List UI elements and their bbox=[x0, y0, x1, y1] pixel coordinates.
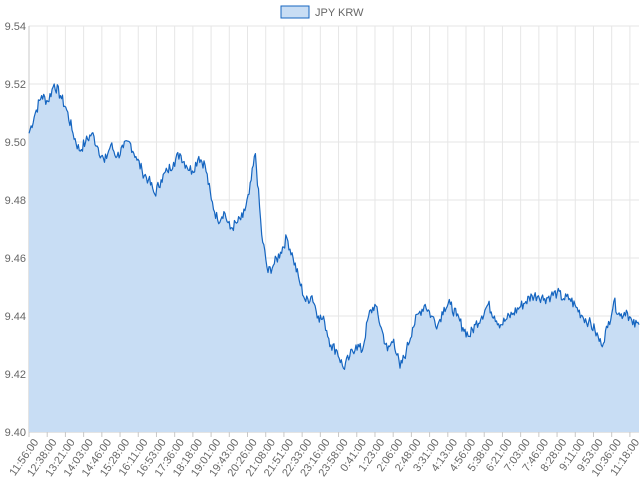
y-tick-label: 9.46 bbox=[5, 253, 26, 265]
legend-swatch bbox=[280, 5, 310, 19]
y-tick-label: 9.54 bbox=[5, 21, 26, 33]
y-tick-label: 9.42 bbox=[5, 369, 26, 381]
y-tick-label: 9.40 bbox=[5, 427, 26, 439]
y-axis-ticks: 9.54 9.52 9.50 9.48 9.46 9.44 9.42 9.40 bbox=[5, 21, 26, 439]
series-line bbox=[28, 83, 640, 370]
y-tick-label: 9.44 bbox=[5, 311, 26, 323]
y-tick-label: 9.48 bbox=[5, 195, 26, 207]
legend-label: JPY KRW bbox=[315, 7, 364, 19]
y-tick-label: 9.52 bbox=[5, 79, 26, 91]
y-tick-label: 9.50 bbox=[5, 137, 26, 149]
series-area bbox=[29, 84, 639, 432]
x-axis-ticks: 11:56:0012:38:0013:21:0014:03:0014:46:00… bbox=[7, 437, 640, 479]
legend[interactable]: JPY KRW bbox=[280, 5, 364, 19]
series-layer bbox=[28, 83, 640, 432]
